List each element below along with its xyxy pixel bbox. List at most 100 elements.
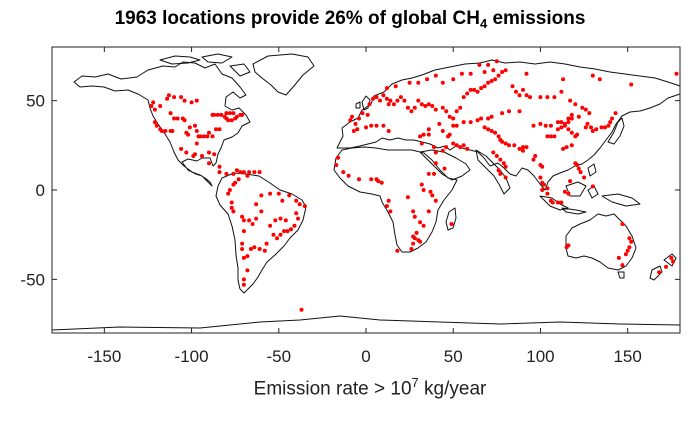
emission-point-100 bbox=[278, 232, 283, 237]
emission-point-244 bbox=[369, 123, 374, 128]
emission-point-115 bbox=[241, 277, 246, 282]
emission-point-204 bbox=[559, 120, 564, 125]
emission-point-4 bbox=[165, 96, 170, 101]
emission-point-328 bbox=[583, 125, 588, 130]
emission-point-28 bbox=[217, 127, 222, 132]
emission-point-242 bbox=[381, 123, 386, 128]
emission-point-171 bbox=[503, 68, 508, 73]
emission-point-241 bbox=[386, 129, 391, 133]
emission-point-68 bbox=[252, 170, 257, 175]
emission-point-262 bbox=[412, 214, 417, 219]
y-tick-label-0: 0 bbox=[36, 181, 45, 200]
emission-point-134 bbox=[388, 98, 393, 103]
emission-point-185 bbox=[583, 107, 588, 112]
emission-point-54 bbox=[179, 146, 184, 151]
emission-point-316 bbox=[555, 200, 560, 205]
emission-point-144 bbox=[423, 104, 428, 108]
emission-point-317 bbox=[559, 200, 564, 205]
chart-title: 1963 locations provide 26% of global CH4… bbox=[0, 8, 700, 31]
emission-point-23 bbox=[201, 134, 206, 139]
emission-point-172 bbox=[510, 84, 515, 89]
emission-point-253 bbox=[369, 177, 374, 182]
emission-point-2 bbox=[152, 107, 157, 112]
emission-point-157 bbox=[472, 87, 477, 92]
emission-point-96 bbox=[292, 223, 297, 228]
emission-point-83 bbox=[254, 216, 259, 221]
axis-ticks: -150 -100 -50 0 50 100 150 50 0 -50 bbox=[20, 47, 680, 366]
emission-point-65 bbox=[238, 170, 243, 175]
emission-point-121 bbox=[348, 118, 353, 123]
emission-point-126 bbox=[365, 112, 370, 117]
emission-point-155 bbox=[465, 91, 470, 96]
emission-point-160 bbox=[482, 84, 487, 89]
emission-point-276 bbox=[428, 189, 433, 194]
emission-point-55 bbox=[193, 152, 197, 157]
plot-area bbox=[52, 47, 680, 333]
emission-point-274 bbox=[433, 198, 438, 203]
emission-point-329 bbox=[585, 121, 590, 126]
coastline-tasmania bbox=[617, 271, 625, 279]
emission-point-208 bbox=[548, 123, 553, 128]
emission-point-184 bbox=[580, 105, 585, 110]
emission-point-331 bbox=[590, 129, 595, 133]
emission-point-79 bbox=[240, 214, 245, 219]
title-subscript: 4 bbox=[479, 16, 488, 31]
emission-point-245 bbox=[364, 125, 368, 130]
emission-point-269 bbox=[418, 239, 423, 244]
emission-point-74 bbox=[227, 188, 232, 192]
xlabel-tail: kg/year bbox=[418, 378, 487, 400]
emission-point-0 bbox=[151, 100, 156, 105]
emission-point-291 bbox=[503, 141, 508, 146]
emission-point-168 bbox=[477, 62, 482, 67]
emission-point-25 bbox=[207, 130, 211, 135]
emission-point-128 bbox=[371, 96, 375, 101]
emission-point-156 bbox=[468, 87, 473, 92]
emission-point-321 bbox=[566, 191, 571, 196]
emission-point-309 bbox=[540, 164, 545, 169]
emission-point-336 bbox=[608, 120, 613, 125]
emission-point-365 bbox=[425, 77, 430, 82]
emission-point-175 bbox=[521, 87, 525, 92]
emission-point-333 bbox=[599, 125, 604, 130]
emission-point-263 bbox=[418, 220, 423, 225]
emission-point-93 bbox=[302, 204, 307, 209]
emission-point-98 bbox=[285, 229, 290, 234]
emission-point-207 bbox=[569, 112, 574, 117]
emission-point-151 bbox=[451, 116, 456, 121]
emission-point-226 bbox=[454, 143, 459, 148]
emission-point-69 bbox=[257, 170, 262, 175]
emission-point-60 bbox=[217, 164, 222, 169]
emission-point-273 bbox=[426, 209, 431, 214]
emission-point-15 bbox=[182, 118, 187, 123]
emission-point-131 bbox=[381, 93, 386, 98]
emission-point-95 bbox=[296, 216, 300, 221]
emission-point-305 bbox=[521, 148, 525, 153]
emission-point-302 bbox=[496, 168, 501, 173]
emission-point-282 bbox=[442, 166, 447, 171]
emission-point-35 bbox=[226, 118, 231, 123]
emission-point-86 bbox=[259, 193, 264, 198]
emission-point-174 bbox=[517, 93, 522, 98]
emission-point-290 bbox=[500, 139, 505, 144]
emission-point-58 bbox=[212, 152, 217, 157]
coastline-arabia bbox=[419, 149, 471, 181]
emission-point-148 bbox=[440, 105, 445, 110]
emission-point-40 bbox=[240, 112, 245, 117]
emission-point-221 bbox=[454, 123, 459, 128]
emission-point-320 bbox=[562, 189, 567, 194]
emission-point-8 bbox=[182, 98, 187, 103]
emission-point-119 bbox=[241, 282, 246, 287]
emission-point-50 bbox=[170, 129, 175, 133]
emission-point-235 bbox=[437, 121, 442, 126]
x-tick-label--100: -100 bbox=[175, 347, 209, 366]
emission-point-228 bbox=[461, 143, 466, 148]
emission-point-205 bbox=[555, 120, 560, 125]
emission-point-87 bbox=[268, 191, 273, 196]
emission-point-307 bbox=[533, 154, 538, 158]
emission-point-264 bbox=[421, 223, 426, 228]
emission-point-103 bbox=[268, 223, 273, 228]
emission-point-41 bbox=[227, 111, 232, 116]
xlabel-superscript: 7 bbox=[411, 375, 419, 390]
emission-point-364 bbox=[433, 73, 438, 78]
emission-point-238 bbox=[421, 132, 426, 137]
